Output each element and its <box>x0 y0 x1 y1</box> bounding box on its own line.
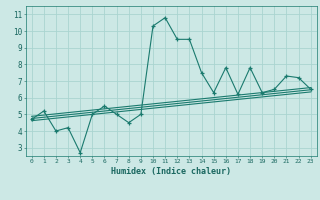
X-axis label: Humidex (Indice chaleur): Humidex (Indice chaleur) <box>111 167 231 176</box>
